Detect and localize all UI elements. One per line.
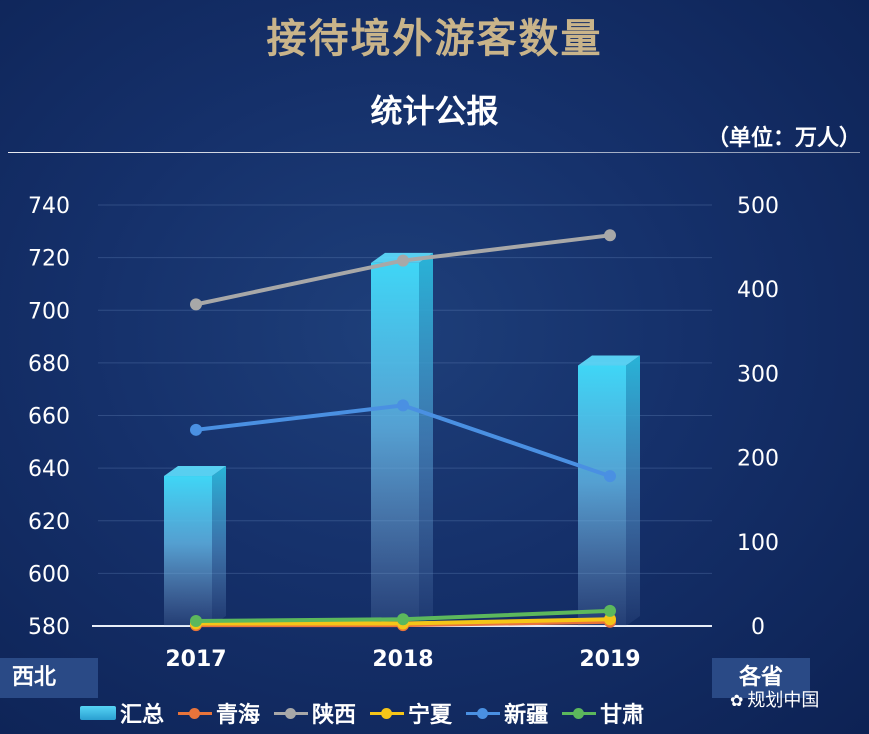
legend-item: 陕西 xyxy=(274,697,356,729)
bar-series xyxy=(164,252,640,626)
legend: 汇总 青海 陕西 宁夏 新疆 甘肃 xyxy=(80,698,658,728)
data-point xyxy=(397,254,409,267)
legend-label: 宁夏 xyxy=(408,703,453,728)
legend-label: 青海 xyxy=(216,703,261,728)
region-tag-provinces: 各省 xyxy=(712,658,810,698)
line-series-甘肃 xyxy=(190,604,616,627)
legend-label: 甘肃 xyxy=(600,703,645,728)
data-point xyxy=(604,229,616,242)
page-subtitle: 统计公报 xyxy=(370,92,499,130)
wechat-icon: ✿ xyxy=(730,693,744,710)
bar-top xyxy=(164,466,226,477)
bar-side xyxy=(626,355,640,626)
left-tick-label: 600 xyxy=(28,562,70,587)
page-title: 接待境外游客数量 xyxy=(266,16,603,62)
data-point xyxy=(397,613,409,626)
data-point xyxy=(604,613,616,626)
bar-side xyxy=(212,466,226,626)
right-tick-label: 200 xyxy=(737,447,779,472)
left-tick-label: 680 xyxy=(28,352,70,377)
line-series-新疆 xyxy=(190,399,616,483)
legend-bar-swatch xyxy=(80,706,116,720)
bar xyxy=(164,466,226,626)
left-tick-label: 620 xyxy=(28,510,70,535)
region-tag-northwest: 西北 xyxy=(0,658,98,698)
bar-front xyxy=(371,262,419,626)
legend-label: 汇总 xyxy=(120,703,165,728)
right-tick-label: 500 xyxy=(737,194,779,219)
legend-line-swatch xyxy=(274,706,309,720)
data-point xyxy=(397,399,409,412)
bar xyxy=(371,252,433,626)
bar-front xyxy=(164,476,212,626)
bar-side xyxy=(419,252,433,626)
legend-item: 新疆 xyxy=(466,697,548,729)
bar-top xyxy=(578,355,640,366)
legend-line-swatch xyxy=(562,706,597,720)
legend-line-swatch xyxy=(466,706,501,720)
data-point xyxy=(190,298,202,311)
left-tick-label: 660 xyxy=(28,405,70,430)
bar xyxy=(578,355,640,626)
right-tick-label: 100 xyxy=(737,531,779,556)
legend-item: 宁夏 xyxy=(370,697,452,729)
right-tick-label: 300 xyxy=(737,362,779,387)
right-tick-label: 400 xyxy=(737,278,779,303)
category-label: 2019 xyxy=(579,647,640,672)
left-tick-label: 640 xyxy=(28,457,70,482)
watermark: ✿ 规划中国 xyxy=(730,686,819,712)
line-series-陕西 xyxy=(190,229,616,311)
data-point xyxy=(190,614,202,627)
data-point xyxy=(604,604,616,617)
watermark-text: 规划中国 xyxy=(747,690,820,710)
left-tick-label: 580 xyxy=(28,615,70,640)
header-divider xyxy=(8,152,860,153)
data-point xyxy=(604,470,616,483)
right-tick-label: 0 xyxy=(751,615,765,640)
bar-front xyxy=(578,365,626,626)
left-tick-label: 740 xyxy=(28,194,70,219)
left-tick-label: 720 xyxy=(28,247,70,272)
legend-line-swatch xyxy=(178,706,213,720)
legend-item: 青海 xyxy=(178,697,260,729)
legend-line-swatch xyxy=(370,706,405,720)
unit-label: （单位：万人） xyxy=(706,126,861,151)
category-label: 2017 xyxy=(165,647,226,672)
legend-item: 汇总 xyxy=(80,697,164,729)
left-tick-label: 700 xyxy=(28,299,70,324)
legend-label: 新疆 xyxy=(504,703,549,728)
data-point xyxy=(190,423,202,436)
category-label: 2018 xyxy=(372,647,433,672)
line-series xyxy=(190,229,616,632)
legend-item: 甘肃 xyxy=(562,697,644,729)
legend-label: 陕西 xyxy=(312,703,357,728)
